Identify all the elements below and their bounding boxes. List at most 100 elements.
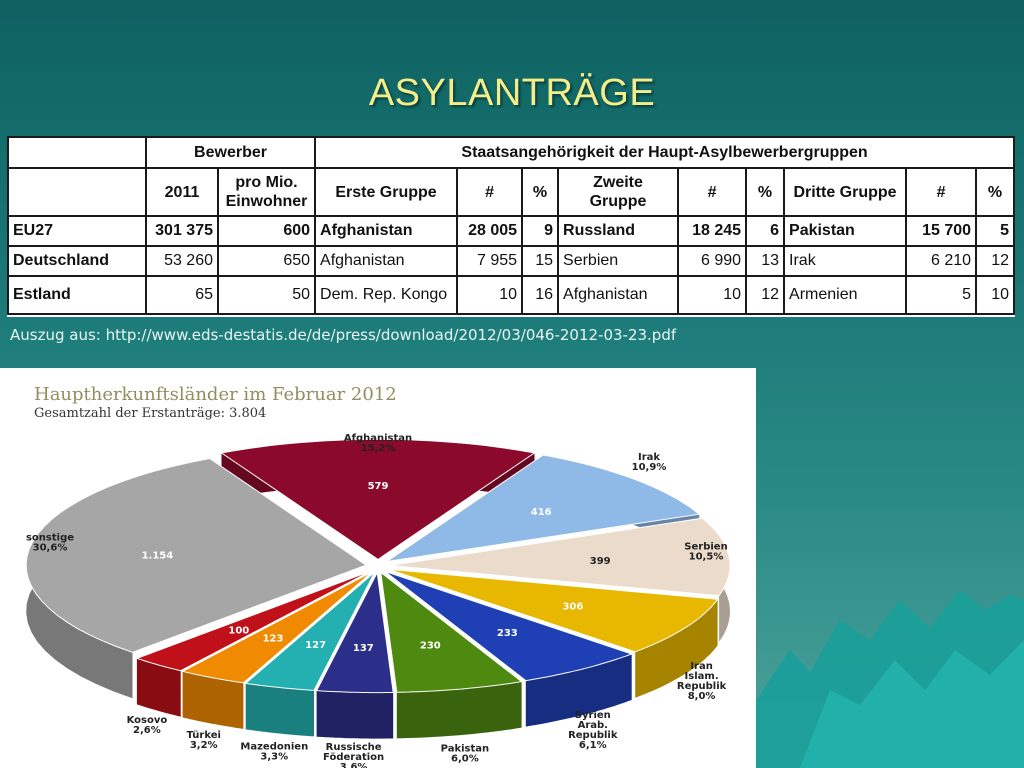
table-cell: 65 [145, 275, 219, 315]
pie-category-label: Russische [326, 742, 382, 753]
pie-value-label: 416 [531, 507, 552, 518]
col-header: pro Mio. Einwohner [216, 167, 317, 217]
table-cell: Armenien [783, 275, 908, 315]
table-cell: 15 [521, 245, 560, 277]
table-cell: 7 955 [456, 245, 524, 277]
table-cell: 10 [677, 275, 748, 315]
table-row: EU27 301 375 600 Afghanistan 28 005 9 Ru… [7, 215, 1015, 247]
empty-header-cell [7, 167, 147, 217]
pie-category-label: Afghanistan [344, 433, 412, 444]
table-cell: 10 [975, 275, 1015, 315]
pie-slice [181, 571, 373, 684]
slide-title: ASYLANTRÄGE [368, 72, 656, 114]
table-cell: 18 245 [677, 215, 748, 247]
pie-percent-label: 3,2% [190, 740, 218, 751]
pie-percent-label: 15,2% [361, 443, 396, 454]
pie-percent-label: 3,6% [340, 762, 368, 768]
pie-category-label: sonstige [26, 532, 74, 543]
pie-value-label: 137 [353, 643, 374, 654]
col-header: # [905, 167, 978, 217]
pie-category-label: Pakistan [441, 743, 490, 754]
pie-slice-wall [525, 654, 632, 727]
pie-percent-label: 2,6% [133, 725, 161, 736]
table-cell: 5 [975, 215, 1015, 247]
table-cell: 6 210 [905, 245, 978, 277]
pie-category-label: Islam. [685, 671, 719, 682]
table-cell: Afghanistan [314, 215, 459, 247]
pie-slice-wall [245, 683, 314, 737]
table-cell: 650 [216, 245, 317, 277]
table-cell: 6 990 [677, 245, 748, 277]
pie-percent-label: 8,0% [688, 691, 716, 702]
table-cell: Russland [557, 215, 680, 247]
col-header: # [677, 167, 748, 217]
pie-category-label: Mazedonien [240, 742, 308, 753]
table-cell: 15 700 [905, 215, 978, 247]
col-header: 2011 [145, 167, 219, 217]
table-cell: Afghanistan [314, 245, 459, 277]
col-header: % [521, 167, 560, 217]
pie-category-label: Iran [690, 661, 713, 672]
table-cell: 50 [216, 275, 317, 315]
pie-slice [244, 571, 376, 691]
pie-slice [315, 570, 394, 694]
col-header: Zweite Gruppe [557, 167, 680, 217]
pie-chart: 579 416 399 306 233 230 137 127 123 100 1.154 Afgha… [25, 433, 731, 768]
pie-slice [135, 570, 371, 672]
pie-category-label: Arab. [578, 720, 608, 731]
pie-slice [388, 568, 719, 653]
pie-slice-wall [396, 681, 522, 739]
table-cell: 13 [745, 245, 786, 277]
table-cell: Dem. Rep. Kongo [314, 275, 459, 315]
pie-slice [380, 571, 523, 693]
pie-slice [25, 457, 368, 653]
pie-percent-label: 10,9% [632, 462, 667, 473]
pie-value-label: 399 [590, 556, 611, 567]
pie-slice [220, 438, 536, 561]
pie-value-label: 306 [562, 601, 583, 612]
table-cell: 12 [975, 245, 1015, 277]
pie-category-label: Serbien [684, 542, 727, 553]
pie-slice [386, 454, 701, 562]
col-header: Erste Gruppe [314, 167, 459, 217]
pie-chart-panel: Hauptherkunftsländer im Februar 2012 Ges… [0, 368, 756, 768]
country-cell: Deutschland [7, 245, 147, 277]
pie-value-label: 1.154 [142, 551, 174, 562]
pie-category-label: Irak [638, 452, 660, 463]
pie-percent-label: 6,0% [451, 753, 479, 764]
table-cell: 6 [745, 215, 786, 247]
pie-category-label: Republik [568, 730, 618, 741]
table-cell: 600 [216, 215, 317, 247]
pie-slice [389, 517, 731, 597]
pie-percent-label: 30,6% [33, 542, 68, 553]
table-cell: 5 [905, 275, 978, 315]
pie-category-label: Syrien [575, 710, 611, 721]
col-header: Dritte Gruppe [783, 167, 908, 217]
pie-value-label: 123 [263, 633, 284, 644]
table-cell: 28 005 [456, 215, 524, 247]
source-note: Auszug aus: http://www.eds-destatis.de/d… [10, 326, 677, 344]
pie-percent-label: 10,5% [689, 552, 724, 563]
pie-value-label: 230 [420, 641, 441, 652]
pie-category-label: Republik [677, 681, 727, 692]
pie-category-label: Föderation [323, 752, 384, 763]
pie-slice-wall [136, 658, 181, 717]
country-cell: EU27 [7, 215, 147, 247]
col-header: % [745, 167, 786, 217]
table-row: Estland 65 50 Dem. Rep. Kongo 10 16 Afgh… [7, 275, 1015, 315]
pie-slice-wall [635, 599, 718, 698]
table-cell: 10 [456, 275, 524, 315]
pie-value-label: 100 [228, 625, 249, 636]
table-row: Deutschland 53 260 650 Afghanistan 7 955… [7, 245, 1015, 277]
col-header: # [456, 167, 524, 217]
table-cell: Pakistan [783, 215, 908, 247]
pie-slice [384, 570, 634, 682]
staats-header: Staatsangehörigkeit der Haupt-Asylbewerb… [314, 136, 1015, 169]
pie-slice-wall [316, 690, 394, 739]
col-header: % [975, 167, 1015, 217]
table-cell: Irak [783, 245, 908, 277]
table-cell: 16 [521, 275, 560, 315]
country-cell: Estland [7, 275, 147, 315]
table-cell: Afghanistan [557, 275, 680, 315]
table-cell: 9 [521, 215, 560, 247]
